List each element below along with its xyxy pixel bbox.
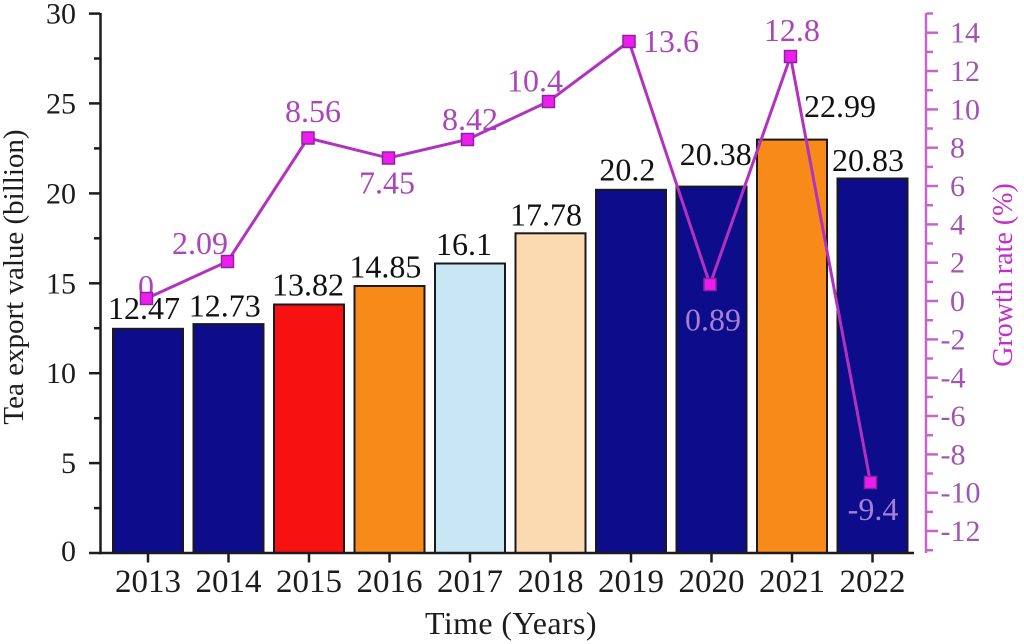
svg-text:2017: 2017 (437, 564, 503, 600)
svg-text:14.85: 14.85 (349, 248, 421, 284)
svg-text:25: 25 (46, 87, 76, 120)
svg-text:2.09: 2.09 (172, 225, 228, 261)
svg-text:Growth rate (%): Growth rate (%) (988, 183, 1019, 366)
svg-text:-6: -6 (941, 400, 966, 433)
svg-text:13.82: 13.82 (272, 267, 344, 303)
svg-text:12: 12 (950, 55, 980, 88)
svg-text:-4: -4 (941, 362, 966, 395)
svg-text:-12: -12 (941, 515, 981, 548)
svg-text:14: 14 (950, 17, 980, 50)
svg-text:2015: 2015 (276, 564, 342, 600)
svg-text:0: 0 (61, 535, 76, 568)
svg-text:2020: 2020 (679, 564, 745, 600)
svg-text:20.38: 20.38 (680, 136, 752, 172)
svg-text:20.2: 20.2 (599, 151, 655, 187)
svg-text:17.78: 17.78 (510, 197, 582, 233)
svg-text:-2: -2 (941, 323, 966, 356)
svg-text:10: 10 (950, 93, 980, 126)
svg-text:0: 0 (950, 285, 965, 318)
svg-text:2021: 2021 (759, 564, 825, 600)
svg-text:20.83: 20.83 (832, 142, 904, 178)
svg-text:2014: 2014 (196, 564, 262, 600)
svg-text:0.89: 0.89 (685, 302, 741, 338)
svg-text:8.56: 8.56 (285, 93, 341, 129)
svg-text:Time (Years): Time (Years) (425, 605, 597, 641)
svg-text:10: 10 (46, 357, 76, 390)
svg-text:2018: 2018 (518, 564, 584, 600)
svg-text:30: 30 (46, 0, 76, 31)
svg-text:20: 20 (46, 177, 76, 210)
svg-text:12.73: 12.73 (189, 288, 261, 324)
svg-text:-9.4: -9.4 (848, 491, 899, 527)
svg-text:2: 2 (950, 247, 965, 280)
svg-text:2022: 2022 (840, 564, 906, 600)
svg-text:6: 6 (950, 170, 965, 203)
svg-text:16.1: 16.1 (436, 226, 492, 262)
svg-text:-8: -8 (941, 438, 966, 471)
svg-text:4: 4 (950, 208, 965, 241)
svg-text:13.6: 13.6 (643, 23, 699, 59)
svg-text:8: 8 (950, 132, 965, 165)
svg-text:10.4: 10.4 (507, 63, 563, 99)
svg-text:2013: 2013 (115, 564, 181, 600)
svg-text:2016: 2016 (357, 564, 423, 600)
svg-text:2019: 2019 (598, 564, 664, 600)
svg-text:-10: -10 (941, 477, 981, 510)
svg-text:7.45: 7.45 (359, 165, 415, 201)
svg-text:15: 15 (46, 267, 76, 300)
svg-text:Tea export value (billion): Tea export value (billion) (0, 129, 30, 424)
svg-text:5: 5 (61, 447, 76, 480)
svg-text:8.42: 8.42 (442, 101, 498, 137)
svg-text:12.8: 12.8 (764, 12, 820, 48)
svg-text:22.99: 22.99 (804, 88, 876, 124)
